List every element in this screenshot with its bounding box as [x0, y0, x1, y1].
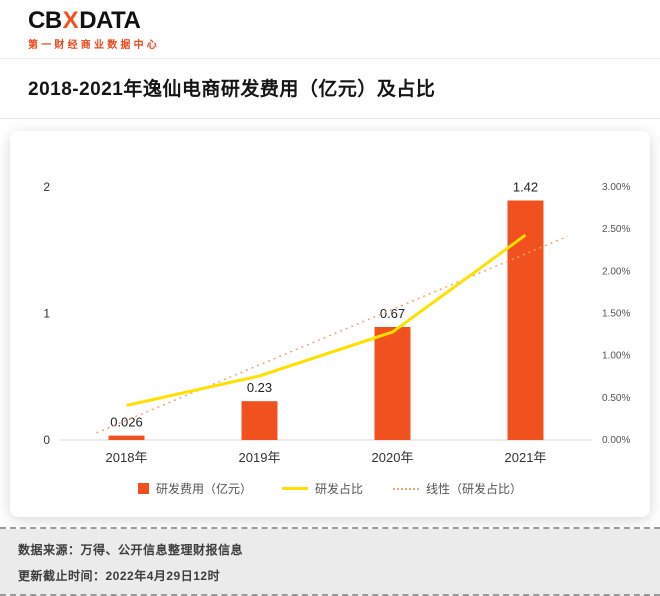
legend-item-line: 研发占比 — [281, 480, 363, 497]
left-axis-tick: 1 — [43, 307, 50, 321]
pct-line — [126, 234, 527, 408]
right-axis-tick: 1.00% — [602, 351, 630, 362]
right-axis-tick: 2.00% — [602, 267, 630, 278]
left-axis-tick: 0 — [43, 433, 50, 447]
bar-value-label: 1.42 — [513, 180, 538, 195]
right-axis-tick: 0.50% — [602, 393, 630, 404]
dashed-separator — [0, 527, 660, 530]
right-axis-tick: 1.50% — [602, 309, 630, 320]
x-axis-label: 2018年 — [106, 450, 148, 465]
bar-2020年 — [374, 327, 411, 441]
chart-legend: 研发费用（亿元） 研发占比 线性（研发占比） — [12, 480, 648, 497]
legend-label-line: 研发占比 — [314, 482, 363, 497]
bar-swatch-icon — [137, 483, 149, 495]
footer: 数据来源：万得、公开信息整理财报信息 更新截止时间：2022年4月29日12时 — [0, 529, 660, 596]
logo: CBXDATA — [28, 8, 632, 33]
left-axis-tick: 2 — [43, 180, 50, 194]
legend-item-trend: 线性（研发占比） — [393, 480, 522, 497]
bar-value-label: 0.23 — [247, 380, 272, 395]
bar-2018年 — [108, 435, 145, 441]
right-axis-tick: 0.00% — [602, 435, 630, 446]
bar-value-label: 0.67 — [380, 306, 405, 321]
chart-card: 0 1 2 0.00% 0.50% 1.00% 1.50% 2.00% 2.50% 3.00% 0.… — [10, 131, 650, 518]
trend-line — [96, 235, 568, 434]
legend-item-bar: 研发费用（亿元） — [137, 480, 252, 497]
bar-value-label: 0.026 — [110, 415, 143, 430]
legend-label-bar: 研发费用（亿元） — [155, 482, 252, 497]
page-title: 2018-2021年逸仙电商研发费用（亿元）及占比 — [28, 79, 436, 101]
x-axis-label: 2019年 — [239, 450, 281, 465]
logo-text-data: DATA — [79, 7, 141, 34]
logo-x-icon: X — [62, 7, 79, 34]
chart-canvas: 0 1 2 0.00% 0.50% 1.00% 1.50% 2.00% 2.50% 3.00% 0.… — [43, 180, 630, 466]
x-axis-label: 2021年 — [505, 450, 547, 465]
line-swatch-icon — [281, 487, 308, 491]
bar-2021年 — [507, 200, 544, 441]
trend-swatch-icon — [393, 487, 419, 490]
right-axis-tick: 3.00% — [602, 182, 630, 193]
update-time: 更新截止时间：2022年4月29日12时 — [18, 569, 221, 584]
data-source: 数据来源：万得、公开信息整理财报信息 — [18, 543, 244, 558]
legend-label-trend: 线性（研发占比） — [426, 482, 523, 497]
bar-2019年 — [241, 401, 278, 441]
header: CBXDATA 第一财经商业数据中心 — [0, 0, 660, 60]
title-bar: 2018-2021年逸仙电商研发费用（亿元）及占比 — [0, 59, 660, 120]
x-axis-label: 2020年 — [372, 450, 414, 465]
logo-text-cb: CB — [28, 7, 62, 34]
right-axis-tick: 2.50% — [602, 224, 630, 235]
logo-subtitle: 第一财经商业数据中心 — [28, 40, 160, 52]
